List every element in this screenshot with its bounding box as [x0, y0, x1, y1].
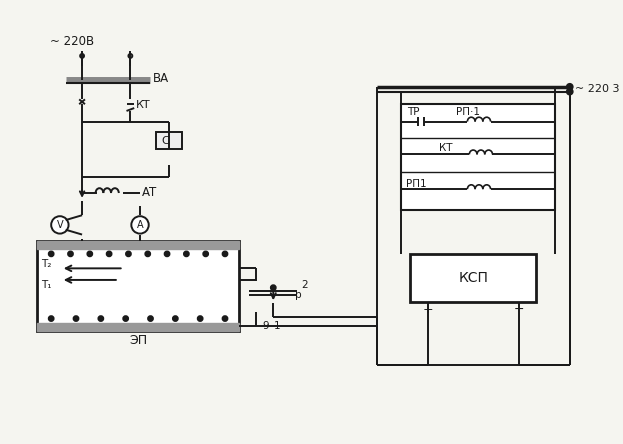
Circle shape [80, 54, 84, 58]
Bar [411, 254, 536, 302]
Circle shape [148, 316, 153, 321]
Text: −: − [513, 303, 524, 317]
Bar [37, 241, 239, 331]
Text: АТ: АТ [142, 186, 157, 198]
Text: С: С [161, 136, 169, 146]
Text: ~ 220 3: ~ 220 3 [574, 84, 619, 94]
Circle shape [51, 216, 69, 234]
Circle shape [222, 316, 227, 321]
Circle shape [145, 251, 150, 256]
Circle shape [203, 251, 208, 256]
Text: РП1: РП1 [406, 179, 426, 189]
Text: ЭП: ЭП [129, 334, 147, 347]
Circle shape [173, 316, 178, 321]
Text: КТ: КТ [439, 143, 453, 153]
Polygon shape [37, 323, 239, 331]
Text: А: А [136, 220, 143, 230]
Circle shape [222, 251, 227, 256]
Circle shape [567, 89, 573, 95]
Text: +: + [422, 303, 433, 317]
Circle shape [68, 251, 73, 256]
Circle shape [184, 251, 189, 256]
Bar [401, 104, 555, 210]
Text: ТР: ТР [407, 107, 420, 117]
Circle shape [567, 84, 573, 90]
Text: T₂: T₂ [42, 258, 52, 269]
Circle shape [197, 316, 202, 321]
Circle shape [107, 251, 112, 256]
Circle shape [128, 54, 132, 58]
Circle shape [49, 316, 54, 321]
Polygon shape [37, 241, 239, 249]
Circle shape [74, 316, 78, 321]
Bar [156, 132, 181, 149]
Circle shape [49, 251, 54, 256]
Circle shape [164, 251, 169, 256]
Text: 9: 9 [263, 321, 269, 331]
Text: РП·1: РП·1 [456, 107, 480, 117]
Text: КТ: КТ [136, 100, 151, 110]
Text: р: р [295, 290, 301, 301]
Circle shape [123, 316, 128, 321]
Circle shape [87, 251, 92, 256]
Text: ВА: ВА [153, 71, 169, 85]
Text: V: V [57, 220, 63, 230]
Text: ~ 220В: ~ 220В [50, 35, 94, 48]
Circle shape [131, 216, 149, 234]
Text: T₁: T₁ [42, 280, 52, 290]
Text: КСП: КСП [459, 271, 488, 285]
Circle shape [126, 251, 131, 256]
Circle shape [98, 316, 103, 321]
Text: 2: 2 [302, 280, 308, 290]
Text: 1: 1 [274, 321, 281, 331]
Circle shape [271, 285, 276, 290]
